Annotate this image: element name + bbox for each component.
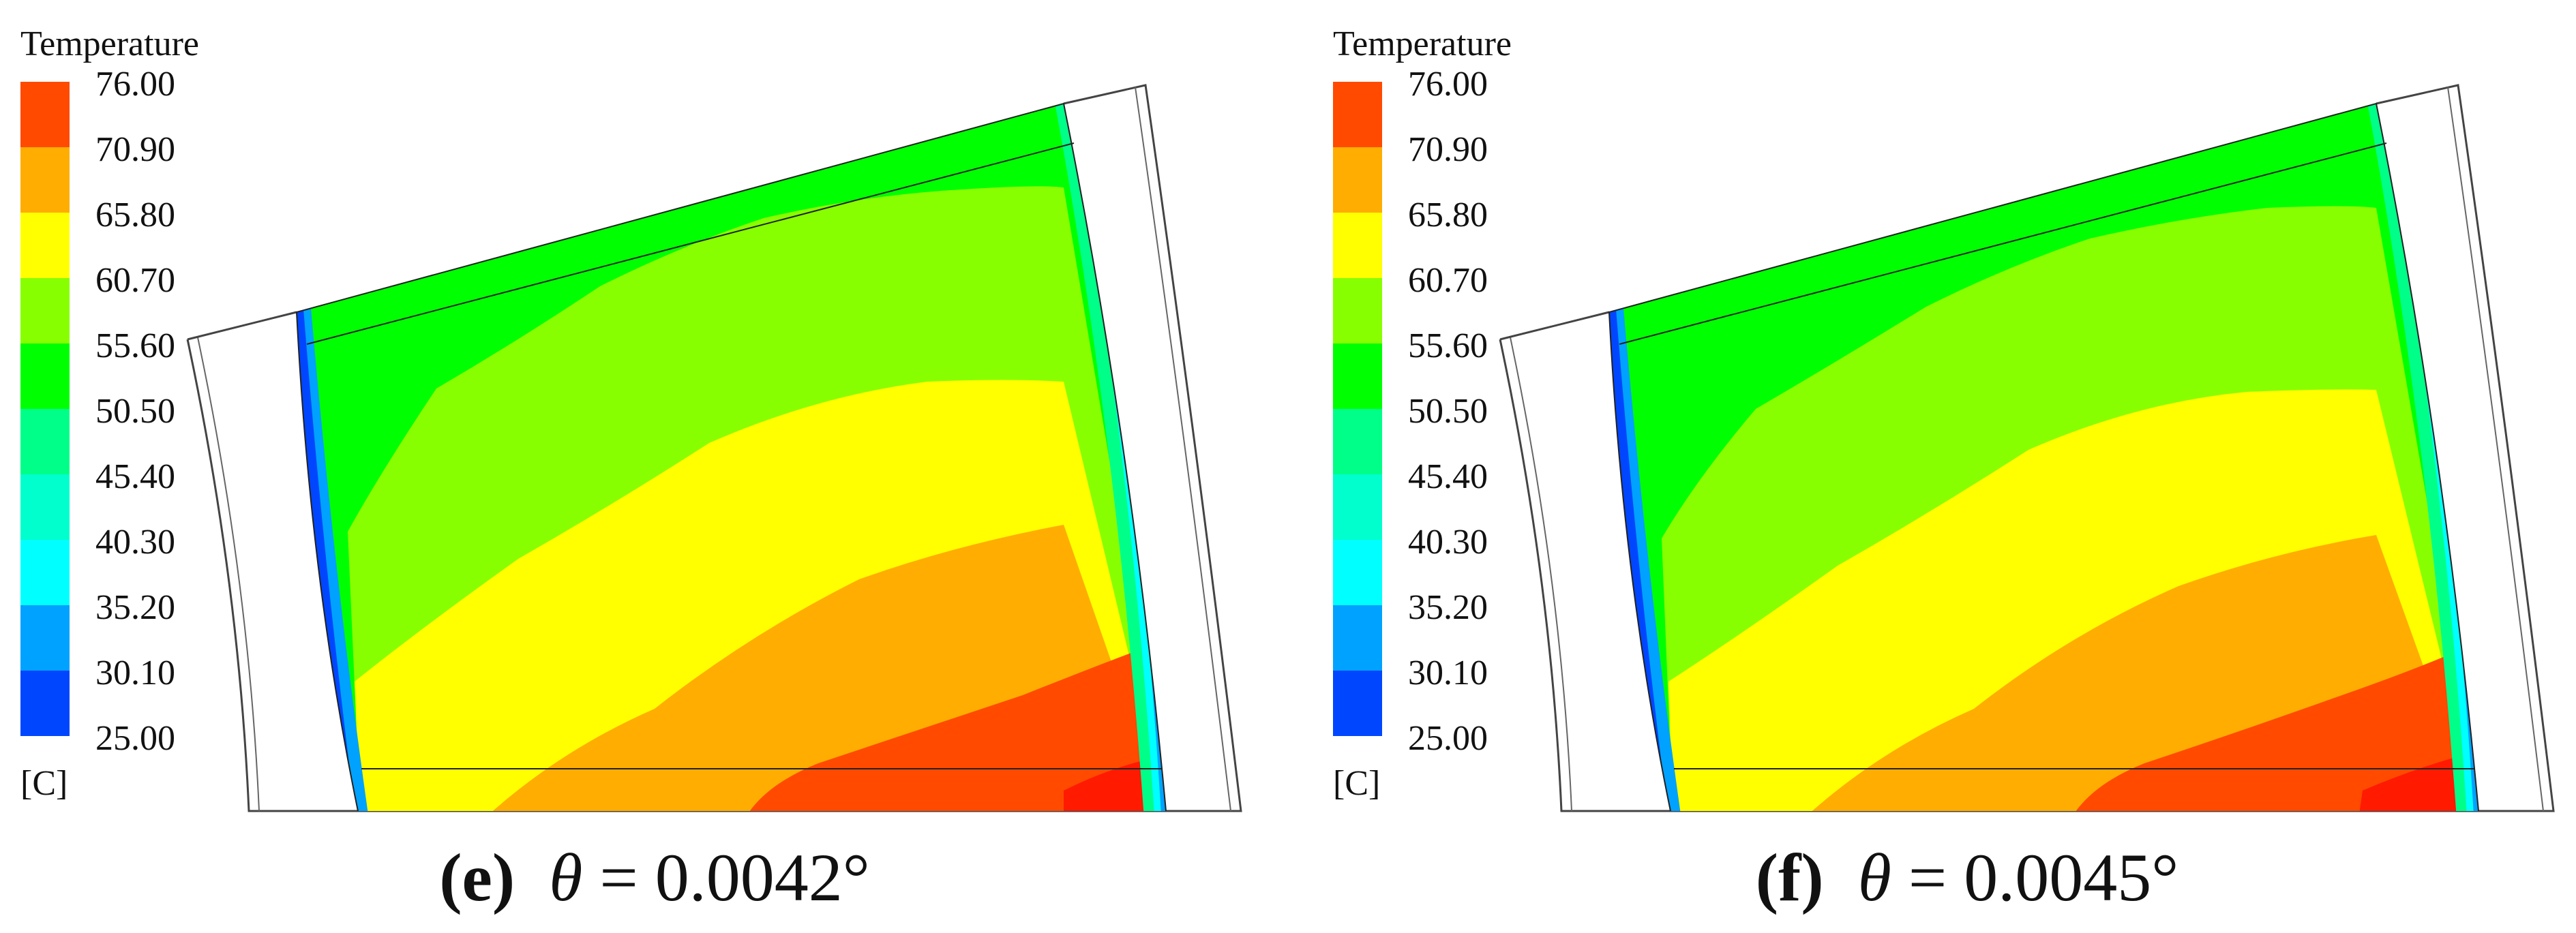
legend-tick: 50.50 xyxy=(1408,392,1488,431)
legend-swatch xyxy=(20,474,70,540)
legend-title: Temperature xyxy=(20,25,199,63)
legend-tick: 35.20 xyxy=(95,588,175,627)
legend-tick: 55.60 xyxy=(1408,326,1488,365)
legend-tick-labels: 76.00 70.90 65.80 60.70 55.60 50.50 45.4… xyxy=(95,67,175,786)
legend-swatch xyxy=(1333,343,1382,409)
legend-tick: 25.00 xyxy=(1408,719,1488,758)
contour-bands xyxy=(1609,104,2478,811)
legend-tick: 65.80 xyxy=(95,196,175,234)
legend-tick: 76.00 xyxy=(95,65,175,104)
color-legend-bar xyxy=(1333,82,1382,736)
panel-caption: (e) θ = 0.0042° xyxy=(41,838,1268,917)
contour-bands xyxy=(297,104,1166,811)
legend-unit: [C] xyxy=(20,764,68,803)
caption-theta-symbol: θ xyxy=(1857,840,1891,915)
caption-angle: 0.0042° xyxy=(655,840,870,915)
temperature-contour-plot xyxy=(1499,84,2555,812)
legend-swatch xyxy=(20,409,70,474)
outer-sector-inner-line xyxy=(187,311,297,341)
color-legend-bar xyxy=(20,82,70,736)
legend-swatch xyxy=(1333,147,1382,213)
legend-tick: 70.90 xyxy=(1408,130,1488,169)
outer-sector-inner-line xyxy=(1135,87,1231,812)
outer-sector-outline xyxy=(186,84,1242,812)
caption-equals: = xyxy=(1908,840,1947,915)
caption-letter: (f) xyxy=(1755,840,1824,915)
legend-swatch xyxy=(20,605,70,671)
legend-swatch xyxy=(1333,605,1382,671)
panel-e: Temperature 76.00 70.90 65.80 60.70 55.6… xyxy=(20,25,1268,917)
legend-tick: 30.10 xyxy=(95,654,175,692)
reference-line xyxy=(306,142,1075,345)
legend-tick: 55.60 xyxy=(95,326,175,365)
legend-title: Temperature xyxy=(1333,25,1512,63)
legend-tick: 25.00 xyxy=(95,719,175,758)
legend-unit: [C] xyxy=(1333,764,1381,803)
legend-swatch xyxy=(20,540,70,605)
legend-swatch xyxy=(20,82,70,147)
legend-tick: 40.30 xyxy=(1408,523,1488,562)
inner-wall-cold-layer xyxy=(297,300,359,811)
legend-tick: 40.30 xyxy=(95,523,175,562)
caption-letter: (e) xyxy=(439,840,515,915)
panel-caption: (f) θ = 0.0045° xyxy=(1353,838,2576,917)
caption-equals: = xyxy=(599,840,638,915)
outer-sector-inner-line xyxy=(1499,311,1610,341)
legend-swatch xyxy=(1333,213,1382,278)
legend-tick: 60.70 xyxy=(1408,261,1488,300)
legend-swatch xyxy=(1333,82,1382,147)
legend-swatch xyxy=(20,147,70,213)
legend-tick: 65.80 xyxy=(1408,196,1488,234)
panel-f: Temperature 76.00 70.90 65.80 60.70 55.6… xyxy=(1313,0,2576,933)
legend-swatch xyxy=(20,213,70,278)
legend-tick: 45.40 xyxy=(95,457,175,496)
outer-sector-outline xyxy=(1499,84,2555,812)
reference-line xyxy=(1619,142,2387,345)
outer-sector-inner-line xyxy=(197,337,260,812)
temperature-contour-plot xyxy=(186,84,1242,812)
legend-tick: 60.70 xyxy=(95,261,175,300)
legend-swatch xyxy=(20,671,70,736)
legend-swatch xyxy=(1333,671,1382,736)
outer-sector-inner-line xyxy=(2447,87,2544,812)
legend-swatch xyxy=(20,343,70,409)
legend-tick: 35.20 xyxy=(1408,588,1488,627)
legend-swatch xyxy=(20,278,70,343)
legend-tick: 76.00 xyxy=(1408,65,1488,104)
outer-wall-cold-layer xyxy=(2380,104,2478,811)
domain-outline xyxy=(295,102,1167,812)
inner-wall-cold-layer xyxy=(1609,300,1671,811)
legend-tick: 30.10 xyxy=(1408,654,1488,692)
legend-tick: 45.40 xyxy=(1408,457,1488,496)
outer-wall-cold-layer xyxy=(1067,104,1166,811)
legend-swatch xyxy=(1333,278,1382,343)
legend-swatch xyxy=(1333,540,1382,605)
legend-tick: 70.90 xyxy=(95,130,175,169)
legend-swatch xyxy=(1333,474,1382,540)
domain-outline xyxy=(1608,102,2479,812)
outer-sector-inner-line xyxy=(1510,337,1572,812)
caption-angle: 0.0045° xyxy=(1964,840,2179,915)
legend-swatch xyxy=(1333,409,1382,474)
legend-tick: 50.50 xyxy=(95,392,175,431)
band-hot xyxy=(2356,756,2478,811)
legend-tick-labels: 76.00 70.90 65.80 60.70 55.60 50.50 45.4… xyxy=(1408,67,1488,786)
caption-theta-symbol: θ xyxy=(549,840,583,915)
